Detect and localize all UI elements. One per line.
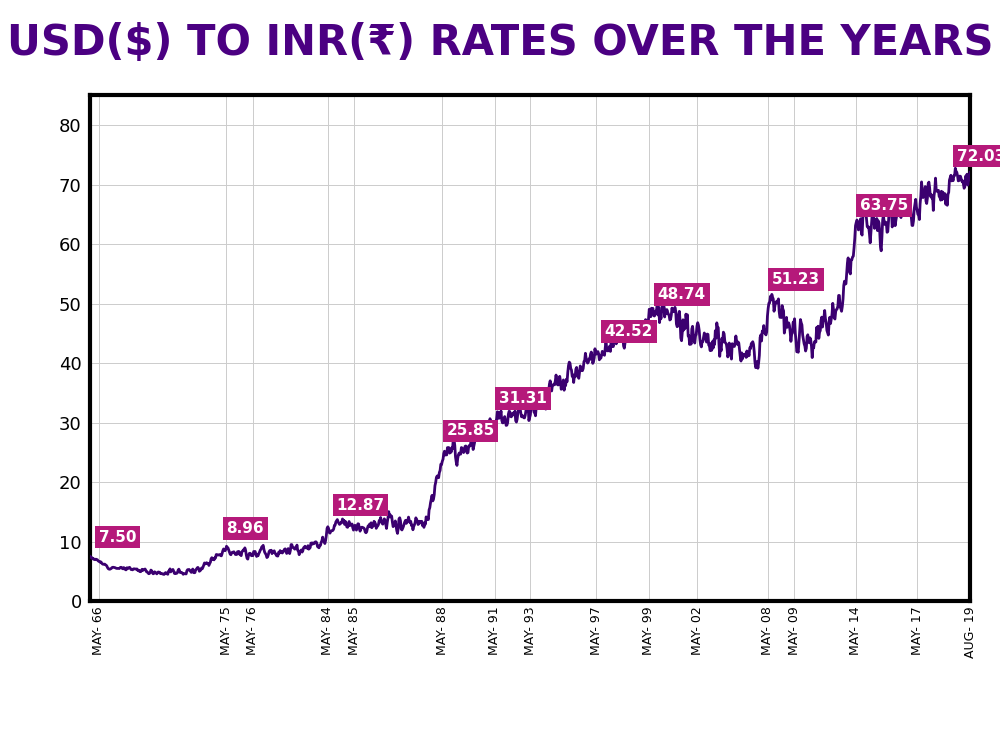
Text: 42.52: 42.52 (605, 324, 653, 339)
Text: 63.75: 63.75 (860, 198, 908, 213)
Text: 51.23: 51.23 (772, 272, 820, 287)
Text: 25.85: 25.85 (446, 424, 495, 438)
Text: 7.50: 7.50 (99, 529, 136, 545)
Text: 12.87: 12.87 (336, 498, 385, 512)
Text: 8.96: 8.96 (226, 521, 264, 536)
Text: 72.03: 72.03 (957, 149, 1000, 163)
Text: 48.74: 48.74 (658, 287, 706, 302)
Text: 31.31: 31.31 (499, 391, 547, 406)
Text: USD($) TO INR(₹) RATES OVER THE YEARS: USD($) TO INR(₹) RATES OVER THE YEARS (7, 22, 993, 64)
